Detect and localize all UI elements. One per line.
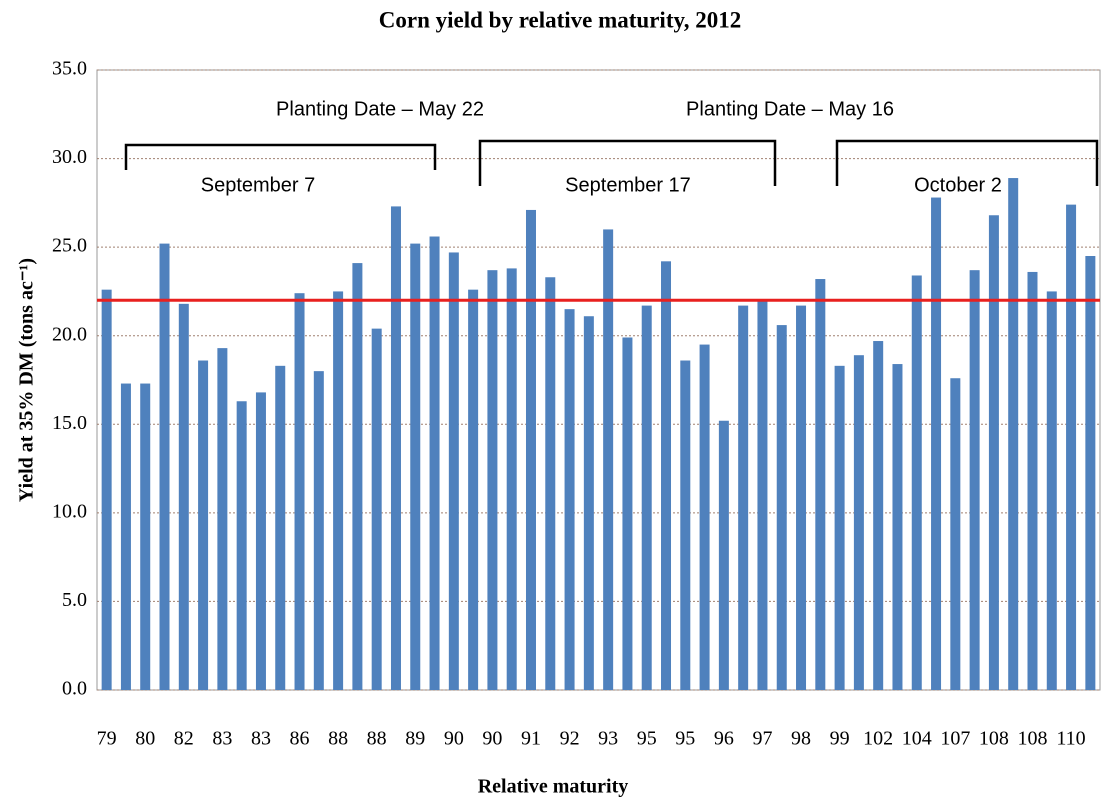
x-tick-label: 98 [791,728,811,750]
bar [796,305,807,690]
bar [236,401,247,690]
bar [622,337,633,690]
bar [120,383,131,690]
bar [1085,256,1096,690]
x-tick-label: 80 [135,728,155,750]
x-tick-label: 102 [863,728,893,750]
x-tick-label: 110 [1056,728,1085,750]
x-tick-label: 90 [444,728,464,750]
bar [352,263,363,690]
x-tick-label: 83 [251,728,271,750]
bar [487,270,498,690]
x-tick-label: 96 [714,728,734,750]
x-tick-label: 88 [328,728,348,750]
bracket [478,139,777,186]
x-tick-label: 88 [367,728,387,750]
bar [198,360,209,690]
bar [931,197,942,691]
x-tick-label: 99 [830,728,850,750]
bar [738,305,749,690]
y-tick-label: 10.0 [52,500,87,522]
bar [603,229,614,690]
annotation: Planting Date – May 16 [686,98,894,120]
bar [641,305,652,690]
bar [390,206,401,690]
y-tick-label: 35.0 [52,58,87,80]
bar [525,209,536,690]
y-tick-label: 5.0 [62,589,87,611]
bar [140,383,151,690]
bar [429,236,440,690]
bar [1066,204,1077,690]
bar [410,243,421,690]
bar [583,316,594,690]
plot-area [96,69,1101,691]
y-tick-label: 20.0 [52,323,87,345]
x-tick-label: 92 [560,728,580,750]
y-tick-label: 0.0 [62,678,87,700]
x-tick-label: 104 [902,728,932,750]
bar [950,378,961,690]
y-axis-label: Yield at 35% DM (tons ac⁻¹) [16,258,38,502]
x-tick-label: 90 [482,728,502,750]
bar [1008,178,1019,691]
x-tick-label: 108 [979,728,1009,750]
bar [1027,271,1038,690]
bar [506,268,517,690]
bar [294,293,305,690]
x-tick-label: 95 [637,728,657,750]
bar [853,355,864,690]
bar [873,341,884,690]
bar [255,392,266,690]
x-tick-label: 108 [1017,728,1047,750]
bar [661,261,672,690]
x-tick-label: 79 [97,728,117,750]
x-axis-label: Relative maturity [478,776,629,798]
x-tick-label: 86 [290,728,310,750]
x-tick-label: 91 [521,728,541,750]
x-tick-label: 89 [405,728,425,750]
bar [468,289,479,690]
bar [159,243,170,690]
bar [680,360,691,690]
bar [776,325,787,690]
bar [564,309,575,690]
bar [217,348,228,690]
bracket [124,143,437,170]
annotation: Planting Date – May 22 [276,98,484,120]
bar [718,420,729,690]
annotation: October 2 [914,174,1002,196]
bar [815,279,826,690]
bar [101,289,112,690]
bar [892,364,903,690]
x-tick-label: 107 [940,728,970,750]
bar [757,300,768,690]
x-tick-label: 83 [212,728,232,750]
x-tick-label: 82 [174,728,194,750]
bar [448,252,459,690]
annotation: September 17 [565,174,691,196]
x-tick-label: 95 [675,728,695,750]
annotation: September 7 [201,174,316,196]
bar [371,328,382,690]
bracket [835,139,1099,186]
y-tick-label: 15.0 [52,412,87,434]
bar [699,344,710,690]
y-tick-label: 25.0 [52,235,87,257]
y-tick-label: 30.0 [52,146,87,168]
bar [313,371,324,690]
bar [545,277,556,690]
bar [911,275,922,690]
chart-title: Corn yield by relative maturity, 2012 [379,7,741,32]
bar [1046,291,1057,690]
x-tick-label: 97 [752,728,772,750]
bar [834,365,845,690]
bar [178,303,189,690]
x-tick-label: 93 [598,728,618,750]
bar [969,270,980,690]
bar [988,215,999,690]
bar [275,365,286,690]
bar [333,291,344,690]
